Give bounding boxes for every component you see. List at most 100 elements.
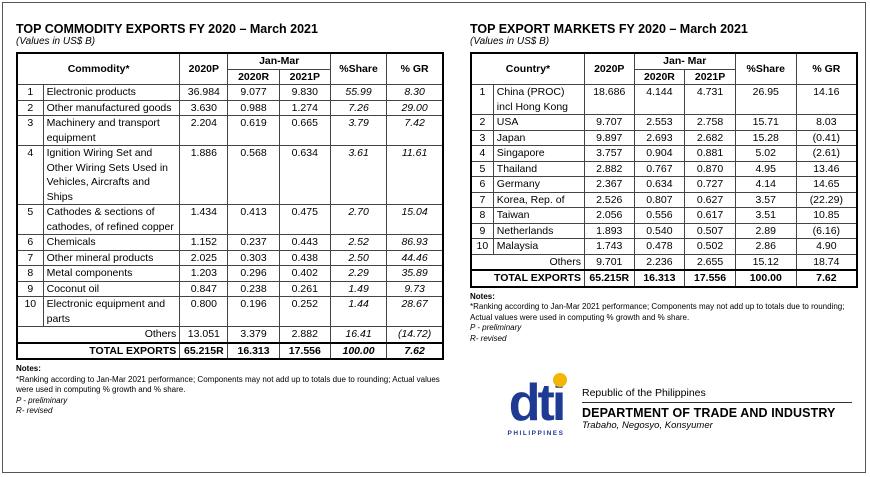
markets-title: TOP EXPORT MARKETS FY 2020 – March 2021: [470, 22, 748, 36]
commodity-panel: TOP COMMODITY EXPORTS FY 2020 – March 20…: [16, 22, 444, 417]
name-cell: Electronic products: [42, 84, 181, 101]
republic-label: Republic of the Philippines: [582, 387, 852, 403]
value-jm-2020-cell: 0.303: [227, 249, 280, 266]
others-row: Others 13.051 3.379 2.882 16.41 (14.72): [16, 326, 444, 343]
value-jm-2020-cell: 0.767: [633, 160, 686, 177]
rank-cell: 2: [16, 99, 44, 116]
others-jm2021-cell: 2.882: [278, 326, 331, 343]
share-cell: 15.71: [734, 114, 797, 131]
growth-cell: 14.16: [795, 84, 858, 115]
growth-cell: 28.67: [386, 296, 444, 327]
value-jm-2020-cell: 0.634: [633, 176, 686, 193]
value-2020-cell: 1.893: [583, 222, 635, 239]
share-cell: 7.26: [329, 99, 388, 116]
value-jm-2021-cell: 0.438: [278, 249, 331, 266]
total-row: TOTAL EXPORTS 65.215R 16.313 17.556 100.00 7.…: [16, 341, 444, 360]
value-jm-2020-cell: 2.553: [633, 114, 686, 131]
rank-cell: 2: [470, 114, 494, 131]
others-label: Others: [470, 253, 585, 271]
header-country: Country*: [470, 52, 585, 85]
value-jm-2020-cell: 0.478: [633, 238, 686, 255]
value-jm-2020-cell: 0.238: [227, 280, 280, 297]
header-janmar: Jan-Mar: [227, 52, 331, 70]
table-row: 8 Metal components 1.203 0.296 0.402 2.29 35.8…: [16, 265, 444, 282]
name-cell: Netherlands: [492, 222, 585, 239]
value-jm-2020-cell: 9.077: [227, 84, 280, 101]
name-cell: Coconut oil: [42, 280, 181, 297]
value-2020-cell: 2.204: [179, 115, 229, 146]
value-2020-cell: 2.526: [583, 191, 635, 208]
rank-cell: 1: [16, 84, 44, 101]
value-2020-cell: 2.367: [583, 176, 635, 193]
name-cell: Malaysia: [492, 238, 585, 255]
growth-cell: 10.85: [795, 207, 858, 224]
markets-subtitle: (Values in US$ B): [470, 36, 550, 47]
header-share: %Share: [329, 52, 388, 85]
name-cell: China (PROC) incl Hong Kong: [492, 84, 585, 115]
value-2020-cell: 1.886: [179, 145, 229, 205]
share-cell: 1.44: [329, 296, 388, 327]
notes-line: *Ranking according to Jan-Mar 2021 perfo…: [16, 374, 440, 395]
logo-sun-icon: [553, 373, 567, 387]
table-row: 1 China (PROC) incl Hong Kong 18.686 4.144 4…: [470, 84, 858, 115]
name-cell: Singapore: [492, 145, 585, 162]
value-jm-2020-cell: 4.144: [633, 84, 686, 115]
value-jm-2020-cell: 0.619: [227, 115, 280, 146]
value-jm-2021-cell: 9.830: [278, 84, 331, 101]
growth-cell: 8.30: [386, 84, 444, 101]
header-jm-2020: 2020R: [227, 68, 280, 85]
table-row: 3 Japan 9.897 2.693 2.682 15.28 (0.41): [470, 129, 858, 146]
growth-cell: 8.03: [795, 114, 858, 131]
growth-cell: 7.42: [386, 115, 444, 146]
notes-heading: Notes:: [470, 291, 495, 301]
department-block: Republic of the Philippines DEPARTMENT O…: [582, 387, 852, 432]
rank-cell: 6: [16, 234, 44, 251]
growth-cell: (22.29): [795, 191, 858, 208]
value-jm-2021-cell: 0.870: [684, 160, 736, 177]
others-jm2021-cell: 2.655: [684, 253, 736, 271]
others-gr-cell: 18.74: [795, 253, 858, 271]
notes-revised: R- revised: [16, 406, 53, 415]
value-jm-2020-cell: 0.988: [227, 99, 280, 116]
total-gr-cell: 7.62: [795, 269, 858, 287]
value-jm-2021-cell: 0.627: [684, 191, 736, 208]
growth-cell: 11.61: [386, 145, 444, 205]
share-cell: 4.95: [734, 160, 797, 177]
others-gr-cell: (14.72): [386, 326, 444, 343]
share-cell: 4.14: [734, 176, 797, 193]
share-cell: 3.51: [734, 207, 797, 224]
markets-notes: Notes: *Ranking according to Jan-Mar 202…: [470, 292, 858, 345]
logo-subtext: PHILIPPINES: [508, 430, 565, 437]
rank-cell: 3: [16, 115, 44, 146]
name-cell: Chemicals: [42, 234, 181, 251]
department-tagline: Trabaho, Negosyo, Konsyumer: [582, 420, 713, 431]
department-name: DEPARTMENT OF TRADE AND INDUSTRY: [582, 406, 836, 420]
growth-cell: (2.61): [795, 145, 858, 162]
value-jm-2020-cell: 0.556: [633, 207, 686, 224]
value-jm-2020-cell: 0.296: [227, 265, 280, 282]
growth-cell: 13.46: [795, 160, 858, 177]
value-2020-cell: 36.984: [179, 84, 229, 101]
name-cell: Germany: [492, 176, 585, 193]
name-cell: Thailand: [492, 160, 585, 177]
header-share: %Share: [734, 52, 797, 85]
name-cell: Cathodes & sections of cathodes, of refi…: [42, 204, 181, 235]
name-cell: Other manufactured goods: [42, 99, 181, 116]
total-v2020-cell: 65.215R: [583, 269, 635, 287]
rank-cell: 5: [470, 160, 494, 177]
others-share-cell: 16.41: [329, 326, 388, 343]
share-cell: 26.95: [734, 84, 797, 115]
value-jm-2021-cell: 0.634: [278, 145, 331, 205]
rank-cell: 10: [16, 296, 44, 327]
name-cell: Metal components: [42, 265, 181, 282]
value-2020-cell: 0.800: [179, 296, 229, 327]
value-jm-2021-cell: 0.261: [278, 280, 331, 297]
share-cell: 5.02: [734, 145, 797, 162]
value-2020-cell: 2.025: [179, 249, 229, 266]
others-jm2020-cell: 2.236: [633, 253, 686, 271]
table-row: 2 Other manufactured goods 3.630 0.988 1.274…: [16, 99, 444, 116]
rank-cell: 10: [470, 238, 494, 255]
commodity-title: TOP COMMODITY EXPORTS FY 2020 – March 20…: [16, 22, 318, 36]
table-row: 6 Chemicals 1.152 0.237 0.443 2.52 86.93: [16, 234, 444, 251]
value-jm-2020-cell: 0.807: [633, 191, 686, 208]
